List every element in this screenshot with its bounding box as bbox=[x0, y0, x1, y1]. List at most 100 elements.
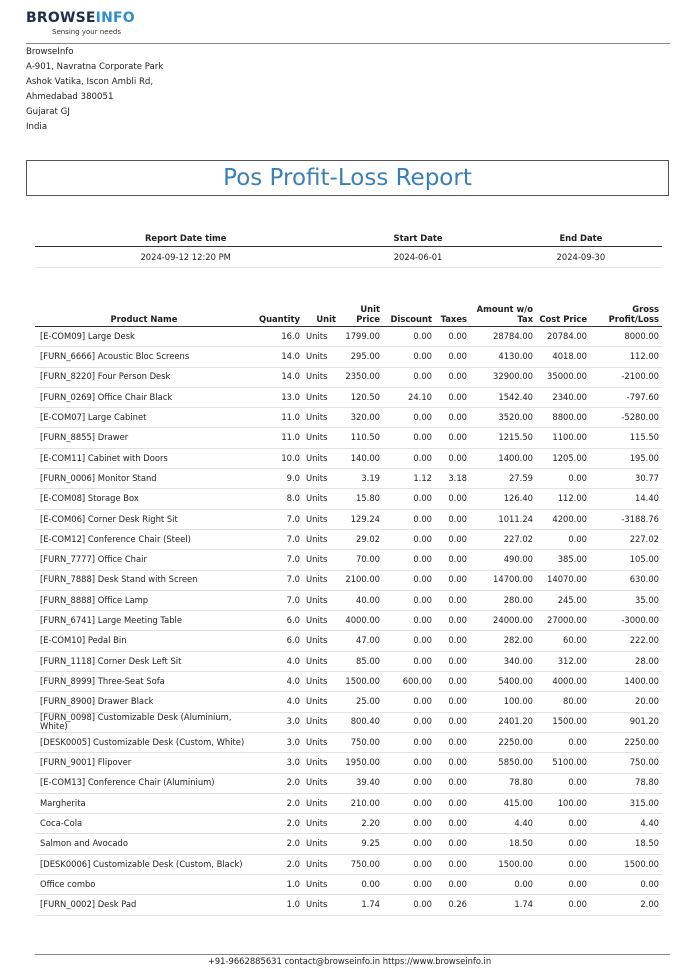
unit: Units bbox=[303, 894, 339, 916]
cost-price: 100.00 bbox=[536, 793, 590, 815]
table-row: [FURN_0098] Customizable Desk (Aluminium… bbox=[35, 712, 662, 733]
unit: Units bbox=[303, 610, 339, 632]
address-line: Ahmedabad 380051 bbox=[26, 91, 114, 102]
cost-price: 0.00 bbox=[536, 854, 590, 876]
gross-profit-loss: 222.00 bbox=[590, 630, 662, 652]
table-row: [FURN_8855] Drawer 11.0 Units 110.50 0.00 0.0… bbox=[35, 427, 662, 449]
discount: 0.00 bbox=[383, 712, 435, 733]
unit: Units bbox=[303, 793, 339, 815]
unit-price: 25.00 bbox=[339, 691, 383, 713]
info-header-end: End Date bbox=[499, 230, 662, 247]
taxes: 0.00 bbox=[435, 732, 470, 754]
unit: Units bbox=[303, 712, 339, 733]
unit-price: 15.80 bbox=[339, 488, 383, 510]
table-row: [E-COM07] Large Cabinet 11.0 Units 320.00 0.… bbox=[35, 407, 662, 429]
unit-price: 129.24 bbox=[339, 509, 383, 530]
product-name: [FURN_8900] Drawer Black bbox=[35, 691, 253, 713]
amount-wo-tax: 14700.00 bbox=[470, 570, 536, 591]
amount-wo-tax: 415.00 bbox=[470, 793, 536, 815]
logo-part-info: INFO bbox=[95, 10, 135, 26]
amount-wo-tax: 4.40 bbox=[470, 813, 536, 835]
discount: 0.00 bbox=[383, 326, 435, 348]
cost-price: 5100.00 bbox=[536, 752, 590, 774]
amount-wo-tax: 282.00 bbox=[470, 630, 536, 652]
cost-price: 4000.00 bbox=[536, 671, 590, 693]
gross-profit-loss: -2100.00 bbox=[590, 367, 662, 388]
taxes: 0.00 bbox=[435, 326, 470, 348]
unit-price: 1.74 bbox=[339, 894, 383, 916]
unit-price: 70.00 bbox=[339, 549, 383, 571]
unit: Units bbox=[303, 651, 339, 673]
amount-wo-tax: 32900.00 bbox=[470, 367, 536, 388]
product-name: [E-COM06] Corner Desk Right Sit bbox=[35, 509, 253, 530]
unit-price: 320.00 bbox=[339, 407, 383, 429]
amount-wo-tax: 2401.20 bbox=[470, 712, 536, 733]
unit-price: 120.50 bbox=[339, 387, 383, 409]
amount-wo-tax: 280.00 bbox=[470, 590, 536, 612]
unit-price: 39.40 bbox=[339, 773, 383, 794]
cost-price: 14070.00 bbox=[536, 570, 590, 591]
product-name: [DESK0006] Customizable Desk (Custom, Bl… bbox=[35, 854, 253, 876]
quantity: 1.0 bbox=[253, 894, 303, 916]
gross-profit-loss: -3000.00 bbox=[590, 610, 662, 632]
discount: 0.00 bbox=[383, 793, 435, 815]
unit: Units bbox=[303, 427, 339, 449]
amount-wo-tax: 100.00 bbox=[470, 691, 536, 713]
gross-profit-loss: 1400.00 bbox=[590, 671, 662, 693]
address-line: India bbox=[26, 121, 48, 132]
col-header-taxes: Taxes bbox=[435, 298, 470, 327]
table-row: [E-COM11] Cabinet with Doors 10.0 Units 140… bbox=[35, 448, 662, 470]
cost-price: 112.00 bbox=[536, 488, 590, 510]
product-name: [E-COM12] Conference Chair (Steel) bbox=[35, 529, 253, 551]
amount-wo-tax: 0.00 bbox=[470, 874, 536, 896]
discount: 0.00 bbox=[383, 346, 435, 368]
unit: Units bbox=[303, 874, 339, 896]
table-row: [FURN_0006] Monitor Stand 9.0 Units 3.19 1.1… bbox=[35, 468, 662, 490]
table-row: [FURN_8999] Three-Seat Sofa 4.0 Units 1500.… bbox=[35, 671, 662, 693]
quantity: 10.0 bbox=[253, 448, 303, 470]
cost-price: 0.00 bbox=[536, 813, 590, 835]
gross-profit-loss: 14.40 bbox=[590, 488, 662, 510]
quantity: 13.0 bbox=[253, 387, 303, 409]
cost-price: 4200.00 bbox=[536, 509, 590, 530]
taxes: 0.00 bbox=[435, 854, 470, 876]
unit: Units bbox=[303, 752, 339, 774]
unit: Units bbox=[303, 813, 339, 835]
unit: Units bbox=[303, 773, 339, 794]
end-date: 2024-09-30 bbox=[499, 246, 662, 268]
amount-wo-tax: 2250.00 bbox=[470, 732, 536, 754]
unit: Units bbox=[303, 590, 339, 612]
cost-price: 0.00 bbox=[536, 529, 590, 551]
product-name: [FURN_7777] Office Chair bbox=[35, 549, 253, 571]
quantity: 2.0 bbox=[253, 793, 303, 815]
quantity: 1.0 bbox=[253, 874, 303, 896]
gross-profit-loss: 35.00 bbox=[590, 590, 662, 612]
cost-price: 27000.00 bbox=[536, 610, 590, 632]
product-name: [FURN_1118] Corner Desk Left Sit bbox=[35, 651, 253, 673]
taxes: 0.00 bbox=[435, 529, 470, 551]
gross-profit-loss: 18.50 bbox=[590, 833, 662, 855]
unit-price: 29.02 bbox=[339, 529, 383, 551]
amount-wo-tax: 227.02 bbox=[470, 529, 536, 551]
amount-wo-tax: 1400.00 bbox=[470, 448, 536, 470]
taxes: 0.00 bbox=[435, 570, 470, 591]
unit-price: 2350.00 bbox=[339, 367, 383, 388]
amount-wo-tax: 1542.40 bbox=[470, 387, 536, 409]
taxes: 0.00 bbox=[435, 509, 470, 530]
taxes: 0.00 bbox=[435, 671, 470, 693]
table-row: [FURN_6666] Acoustic Bloc Screens 14.0 Uni… bbox=[35, 346, 662, 368]
discount: 0.00 bbox=[383, 427, 435, 449]
amount-wo-tax: 78.80 bbox=[470, 773, 536, 794]
report-title-box: Pos Profit-Loss Report bbox=[26, 160, 669, 196]
product-name: [DESK0005] Customizable Desk (Custom, Wh… bbox=[35, 732, 253, 754]
unit: Units bbox=[303, 691, 339, 713]
taxes: 0.00 bbox=[435, 813, 470, 835]
discount: 0.00 bbox=[383, 813, 435, 835]
unit-price: 2.20 bbox=[339, 813, 383, 835]
discount: 0.00 bbox=[383, 590, 435, 612]
table-row: [FURN_6741] Large Meeting Table 6.0 Units 4… bbox=[35, 610, 662, 632]
address-line: Gujarat GJ bbox=[26, 106, 70, 117]
table-row: [E-COM10] Pedal Bin 6.0 Units 47.00 0.00 0.00… bbox=[35, 630, 662, 652]
quantity: 9.0 bbox=[253, 468, 303, 490]
cost-price: 312.00 bbox=[536, 651, 590, 673]
